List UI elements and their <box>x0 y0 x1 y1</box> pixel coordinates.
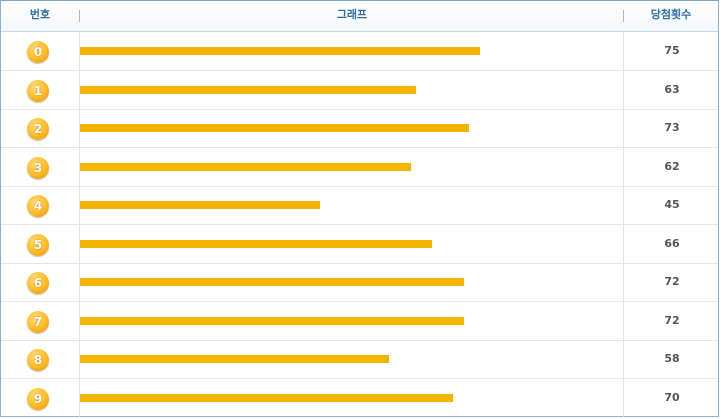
count-value: 75 <box>664 44 680 57</box>
table-row: 6 72 <box>1 263 718 302</box>
frequency-bar <box>80 355 389 363</box>
number-ball-icon: 3 <box>27 157 49 179</box>
table-row: 9 70 <box>1 379 718 417</box>
number-ball-icon: 7 <box>27 311 49 333</box>
table-row: 4 45 <box>1 186 718 225</box>
number-ball-icon: 8 <box>27 349 49 371</box>
table-header: 번호 그래프 당첨횟수 <box>1 1 718 32</box>
table-row: 1 63 <box>1 71 718 110</box>
frequency-bar <box>80 124 469 132</box>
number-ball-icon: 5 <box>27 234 49 256</box>
number-ball-icon: 4 <box>27 195 49 217</box>
number-ball-icon: 0 <box>27 41 49 63</box>
table-row: 7 72 <box>1 302 718 341</box>
header-count: 당첨횟수 <box>650 8 692 21</box>
header-graph: 그래프 <box>336 8 368 21</box>
count-value: 72 <box>664 275 680 288</box>
number-ball-icon: 9 <box>27 388 49 410</box>
frequency-bar <box>80 317 464 325</box>
frequency-bar <box>80 278 464 286</box>
count-value: 45 <box>664 198 680 211</box>
table-row: 2 73 <box>1 109 718 148</box>
table-row: 8 58 <box>1 340 718 379</box>
count-value: 63 <box>664 83 680 96</box>
number-ball-icon: 2 <box>27 118 49 140</box>
count-value: 62 <box>664 160 680 173</box>
count-value: 73 <box>664 121 680 134</box>
count-value: 58 <box>664 352 680 365</box>
frequency-bar <box>80 240 432 248</box>
count-value: 66 <box>664 237 680 250</box>
table-row: 3 62 <box>1 148 718 187</box>
count-value: 70 <box>664 391 680 404</box>
frequency-bar <box>80 86 416 94</box>
number-ball-icon: 6 <box>27 272 49 294</box>
frequency-bar <box>80 163 411 171</box>
frequency-bar <box>80 201 320 209</box>
count-value: 72 <box>664 314 680 327</box>
header-number: 번호 <box>29 8 51 21</box>
table-row: 0 75 <box>1 32 718 71</box>
number-ball-icon: 1 <box>27 80 49 102</box>
header-separator <box>79 10 80 22</box>
frequency-bar <box>80 394 453 402</box>
header-separator <box>623 10 624 22</box>
frequency-bar <box>80 47 480 55</box>
table-row: 5 66 <box>1 225 718 264</box>
